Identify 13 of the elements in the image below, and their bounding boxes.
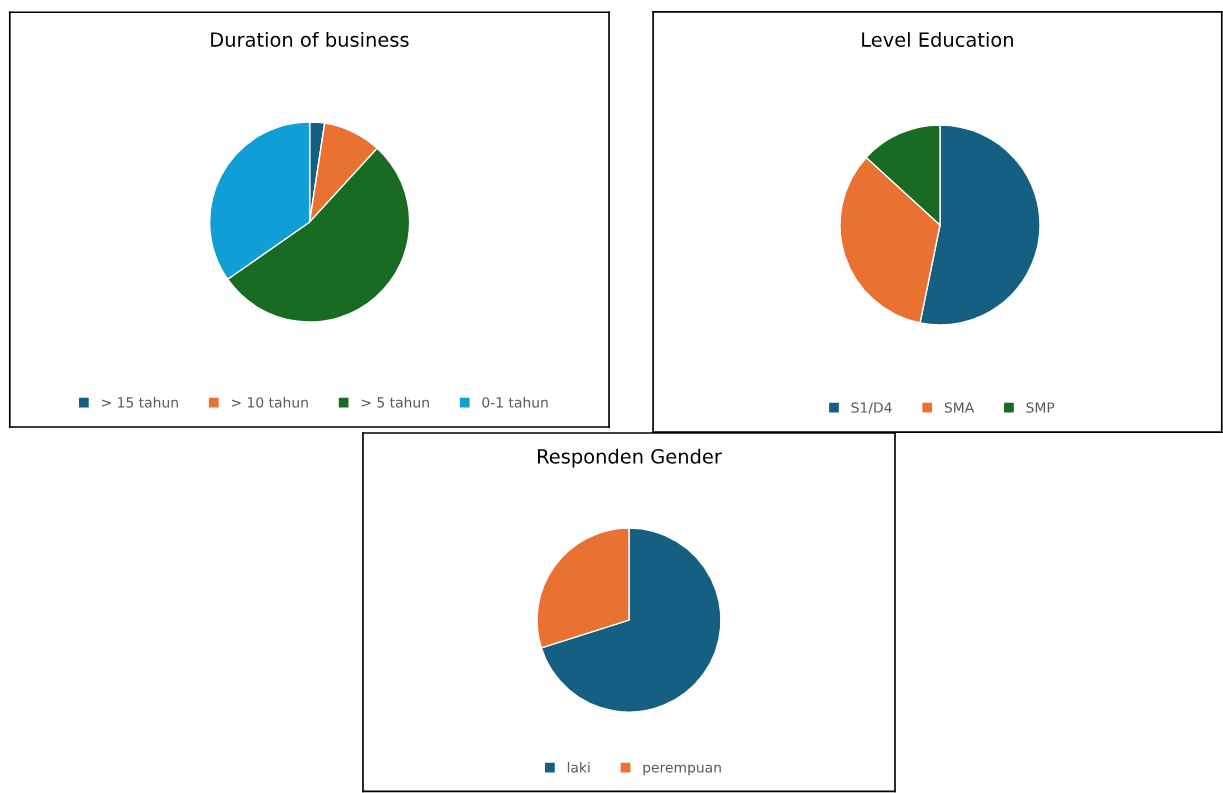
pie-slice xyxy=(540,527,722,713)
legend-label: laki xyxy=(567,761,590,773)
chart-title: Duration of business xyxy=(211,31,409,47)
legend-label: > 15 tahun xyxy=(102,396,178,408)
legend-label: 0-1 tahun xyxy=(482,396,548,408)
legend-label: SMP xyxy=(1026,402,1055,413)
legend-label: S1/D4 xyxy=(851,402,892,414)
chart-title: Level Education xyxy=(862,31,1013,47)
chart-title: Responden Gender xyxy=(538,448,722,468)
legend-label: > 5 tahun xyxy=(361,396,429,408)
legend-label: > 10 tahun xyxy=(231,396,308,408)
legend-label: SMA xyxy=(944,402,975,413)
legend-label: perempuan xyxy=(643,764,721,776)
